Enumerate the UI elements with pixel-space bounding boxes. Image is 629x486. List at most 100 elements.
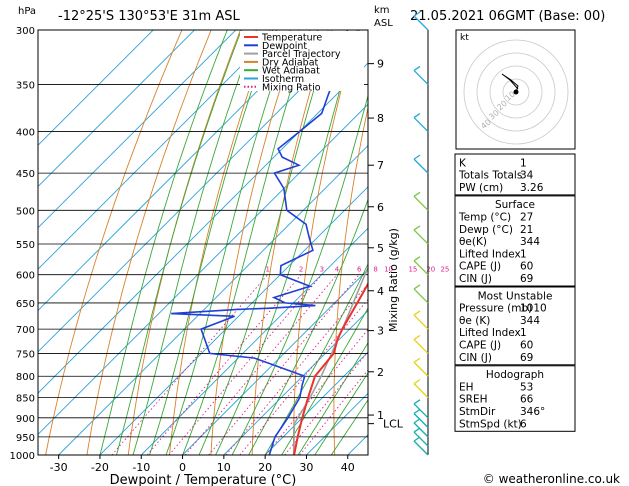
indices-label: StmSpd (kt)	[459, 418, 522, 430]
indices-label: K	[459, 157, 467, 169]
storm-motion-marker	[513, 89, 519, 95]
indices-label: PW (cm)	[459, 182, 503, 194]
wind-barb	[413, 413, 429, 428]
isotherm-line	[38, 30, 154, 146]
pressure-unit-label: hPa	[18, 6, 36, 17]
wind-barb	[413, 361, 429, 377]
wet-adiabat-line	[149, 30, 274, 455]
indices-label: StmDir	[459, 406, 496, 418]
temperature-tick-label: 20	[258, 461, 272, 474]
indices-label: CIN (J)	[459, 273, 492, 285]
wind-barb	[413, 154, 421, 160]
wet-adiabat-line	[231, 94, 368, 455]
indices-value: 60	[520, 261, 533, 273]
legend-box	[240, 31, 364, 91]
pressure-tick-label: 500	[16, 206, 35, 217]
lcl-label: LCL	[383, 418, 404, 431]
isotherm-line	[38, 103, 368, 436]
wet-adiabat-line	[165, 30, 291, 455]
pressure-tick-label: 700	[16, 325, 35, 336]
isotherm-line	[182, 268, 368, 455]
indices-value: 69	[520, 273, 533, 285]
wind-barb	[413, 288, 429, 304]
indices-label: Temp (°C)	[458, 212, 511, 224]
indices-value: 53	[520, 381, 533, 393]
dry-adiabat-line	[333, 105, 368, 455]
hodograph-ring	[502, 78, 530, 106]
altitude-tick-label: 2	[377, 366, 384, 379]
pressure-tick-label: 600	[16, 271, 35, 282]
wind-barb	[413, 379, 421, 385]
mixing-ratio-label: 15	[408, 266, 417, 274]
legend-entry: Temperature	[261, 33, 322, 44]
wind-barb	[413, 229, 429, 245]
indices-box	[454, 286, 576, 366]
plot-frame	[37, 29, 369, 456]
altitude-tick-label: 3	[377, 325, 384, 338]
dry-adiabat-line	[411, 18, 448, 455]
indices-value: 27	[520, 212, 533, 224]
indices-value: 60	[520, 340, 533, 352]
indices-value: 1010	[520, 303, 547, 315]
altitude-tick-label: 1	[377, 409, 384, 422]
wind-barb	[413, 334, 421, 340]
wind-barb	[413, 195, 429, 211]
wet-adiabat-line	[314, 372, 368, 455]
wet-adiabat-line	[182, 30, 311, 455]
isotherm-line	[58, 144, 368, 455]
mixing-ratio-label: 20	[426, 266, 435, 274]
indices-value: 69	[520, 352, 533, 364]
wind-barb	[413, 408, 421, 415]
wet-adiabat-line	[248, 198, 368, 455]
dry-adiabat-line	[585, 18, 624, 455]
pressure-tick-label: 550	[16, 240, 35, 251]
mixing-ratio-line	[146, 274, 302, 455]
pressure-tick-label: 300	[16, 26, 35, 37]
indices-value: 344	[520, 236, 540, 248]
wind-barb	[413, 431, 429, 447]
indices-label: Pressure (mb)	[459, 303, 532, 315]
wet-adiabat-line	[99, 30, 228, 455]
indices-value: 346°	[520, 406, 545, 418]
pressure-tick-label: 750	[16, 349, 35, 360]
pressure-tick-label: 900	[16, 414, 35, 425]
wind-barb	[413, 65, 421, 71]
isotherm-line	[223, 310, 368, 455]
legend-entry: Dewpoint	[262, 41, 307, 52]
wind-barb	[413, 418, 421, 424]
pressure-tick-label: 950	[16, 433, 35, 444]
wind-barb	[413, 225, 421, 231]
wind-barb	[413, 191, 421, 197]
mixing-ratio-label: 6	[357, 266, 362, 274]
mixing-ratio-label: 8	[373, 266, 377, 274]
indices-value: 344	[520, 315, 540, 327]
indices-label: Totals Totals	[458, 170, 522, 182]
pressure-tick-label: 800	[16, 372, 35, 383]
dry-adiabat-line	[169, 30, 271, 455]
indices-label: CAPE (J)	[459, 340, 501, 352]
isotherm-line	[38, 30, 278, 270]
indices-label: SREH	[459, 394, 488, 406]
wind-barb	[413, 284, 421, 290]
wind-barb	[413, 158, 429, 174]
altitude-tick-label: 6	[377, 201, 384, 214]
indices-box	[454, 195, 576, 287]
indices-value: 3.26	[520, 182, 544, 194]
wind-barbs	[413, 11, 429, 456]
indices-section-title: Surface	[495, 199, 535, 211]
legend-entry: Parcel Trajectory	[262, 49, 341, 60]
wind-barb	[413, 357, 421, 363]
legend-entry: Isotherm	[262, 74, 304, 85]
temperature-axis: -30 -20 -10 0 10 20 30 40	[50, 455, 355, 474]
temperature-tick-label: 30	[299, 461, 313, 474]
isotherm-line	[38, 30, 237, 229]
mixing-ratio-label: 2	[299, 266, 303, 274]
temperature-tick-label: 0	[179, 461, 186, 474]
indices-label: EH	[459, 381, 474, 393]
copyright-footer: © weatheronline.co.uk	[483, 472, 620, 486]
pressure-tick-label: 850	[16, 394, 35, 405]
indices-value: 21	[520, 224, 533, 236]
dry-adiabat-line	[210, 30, 300, 455]
altitude-tick-label: 7	[377, 159, 384, 172]
